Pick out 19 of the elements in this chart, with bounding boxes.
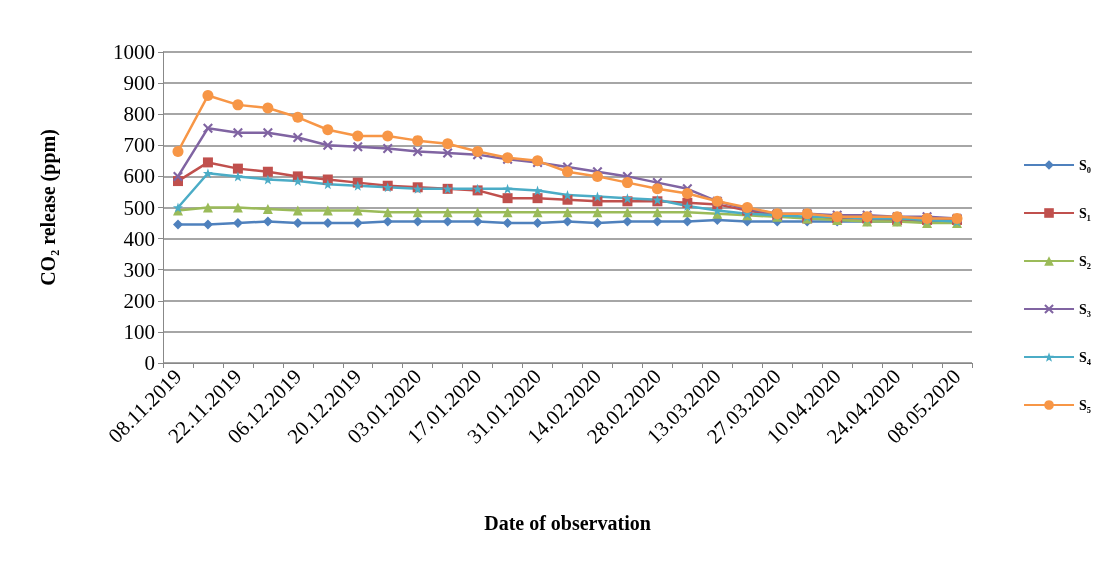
y-tick-label: 200 — [123, 288, 155, 313]
y-tick-label: 1000 — [113, 40, 155, 64]
legend-label: S₅ — [1079, 397, 1091, 413]
x-axis-title: Date of observation — [484, 512, 651, 534]
y-tick-label: 500 — [123, 195, 155, 220]
y-tick-label: 100 — [123, 319, 155, 344]
legend-label: S₂ — [1079, 253, 1091, 269]
y-tick-label: 800 — [123, 102, 155, 127]
legend-label: S₄ — [1079, 349, 1092, 365]
y-tick-label: 600 — [123, 164, 155, 189]
legend-label: S₀ — [1079, 157, 1091, 173]
y-tick-label: 0 — [144, 351, 155, 375]
y-tick-label: 300 — [123, 257, 155, 282]
legend-label: S₁ — [1079, 205, 1091, 221]
y-tick-label: 400 — [123, 226, 155, 251]
y-tick-label: 900 — [123, 71, 155, 96]
legend-label: S₃ — [1079, 301, 1091, 317]
y-tick-label: 700 — [123, 133, 155, 158]
y-axis-title: CO₂ release (ppm) — [37, 129, 60, 286]
